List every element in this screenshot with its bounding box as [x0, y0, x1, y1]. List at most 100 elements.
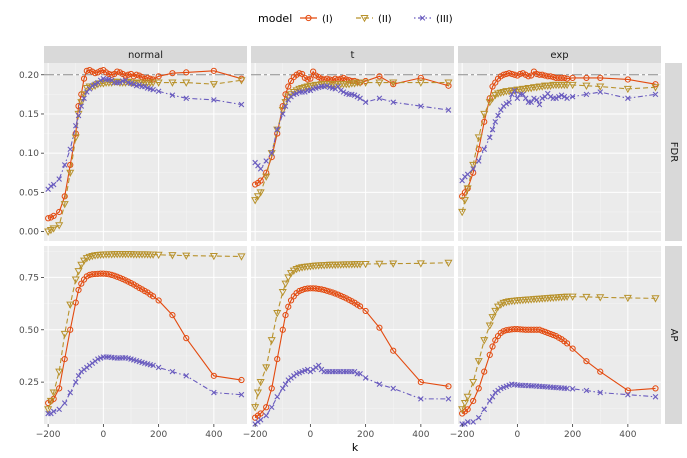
data-point: [238, 391, 245, 398]
data-point: [474, 358, 483, 366]
panel-background: [44, 63, 247, 241]
data-point: [44, 406, 53, 414]
data-point: [268, 150, 275, 156]
data-point: [652, 385, 659, 392]
data-point: [281, 280, 290, 288]
data-point: [464, 406, 471, 413]
data-point: [77, 99, 86, 107]
data-point: [460, 197, 469, 205]
panel-normal-FDR: [44, 63, 247, 241]
data-point: [522, 95, 529, 102]
legend-label-1: (I): [322, 14, 333, 25]
data-point: [125, 71, 132, 78]
data-point: [72, 122, 79, 129]
data-point: [130, 81, 137, 87]
data-point: [136, 82, 143, 88]
panel-background: [251, 246, 454, 424]
data-point: [652, 393, 659, 400]
series-2: [458, 293, 660, 414]
data-point: [251, 404, 260, 412]
data-point: [154, 79, 163, 87]
data-point: [596, 83, 605, 91]
data-point: [511, 87, 518, 94]
data-point: [285, 83, 292, 90]
data-point: [133, 71, 140, 78]
data-point: [209, 81, 218, 89]
data-point: [80, 75, 88, 82]
data-point: [481, 368, 488, 375]
panel-background: [458, 63, 661, 241]
data-point: [114, 273, 121, 280]
data-point: [356, 79, 365, 87]
data-point: [444, 259, 453, 267]
data-point: [296, 287, 303, 295]
data-point: [597, 389, 604, 396]
data-point: [315, 285, 322, 293]
data-point: [67, 326, 74, 333]
data-point: [210, 372, 217, 379]
data-point: [335, 83, 341, 90]
data-point: [78, 103, 85, 109]
data-point: [50, 212, 57, 220]
data-point: [97, 77, 104, 84]
data-point: [485, 322, 494, 330]
data-point: [541, 328, 549, 335]
data-point: [267, 337, 276, 345]
data-point: [155, 73, 162, 80]
legend-items: (I) (II) (III): [300, 14, 453, 25]
row-strip-label-AP: AP: [668, 329, 679, 342]
data-point: [623, 85, 632, 94]
data-point: [464, 171, 471, 178]
data-point: [267, 150, 276, 158]
data-point: [582, 293, 591, 302]
data-point: [122, 72, 129, 79]
series-3: [459, 87, 659, 184]
data-point: [182, 252, 191, 260]
data-point: [583, 91, 590, 98]
data-point: [296, 70, 303, 77]
data-point: [48, 183, 54, 189]
data-point: [486, 134, 493, 141]
data-point: [558, 92, 565, 98]
data-point: [169, 312, 176, 319]
data-point: [273, 309, 282, 318]
data-point: [597, 89, 604, 95]
data-point: [597, 74, 604, 81]
data-point: [50, 408, 57, 415]
panel-t-AP: [251, 246, 454, 427]
data-point: [103, 270, 110, 277]
data-point: [287, 297, 295, 304]
data-point: [533, 326, 540, 333]
data-point: [583, 358, 590, 365]
data-point: [150, 362, 156, 369]
x-tick-label: 200: [357, 430, 374, 440]
data-point: [489, 126, 496, 133]
data-point: [332, 290, 339, 297]
data-point: [268, 404, 275, 411]
data-point: [60, 201, 69, 209]
data-point: [329, 289, 336, 296]
facet-strip-t: [251, 46, 454, 63]
data-point: [56, 406, 62, 413]
data-point: [563, 340, 571, 347]
series-3: [252, 82, 452, 172]
series-line-1: [461, 70, 656, 197]
data-point: [253, 389, 262, 397]
data-point: [564, 385, 570, 392]
data-point: [489, 393, 496, 400]
data-point: [582, 82, 591, 90]
data-point: [60, 330, 69, 339]
data-point: [315, 362, 322, 369]
data-point: [361, 79, 370, 87]
data-point: [49, 225, 58, 233]
data-point: [211, 97, 217, 103]
data-point: [597, 368, 604, 375]
series-line-3: [48, 356, 242, 415]
y-tick-label: 0.75: [19, 273, 39, 283]
data-point: [279, 111, 286, 117]
data-point: [651, 295, 660, 303]
data-point: [528, 99, 534, 105]
data-point: [556, 93, 562, 100]
panel-normal-AP: [44, 246, 247, 424]
data-point: [416, 260, 425, 268]
